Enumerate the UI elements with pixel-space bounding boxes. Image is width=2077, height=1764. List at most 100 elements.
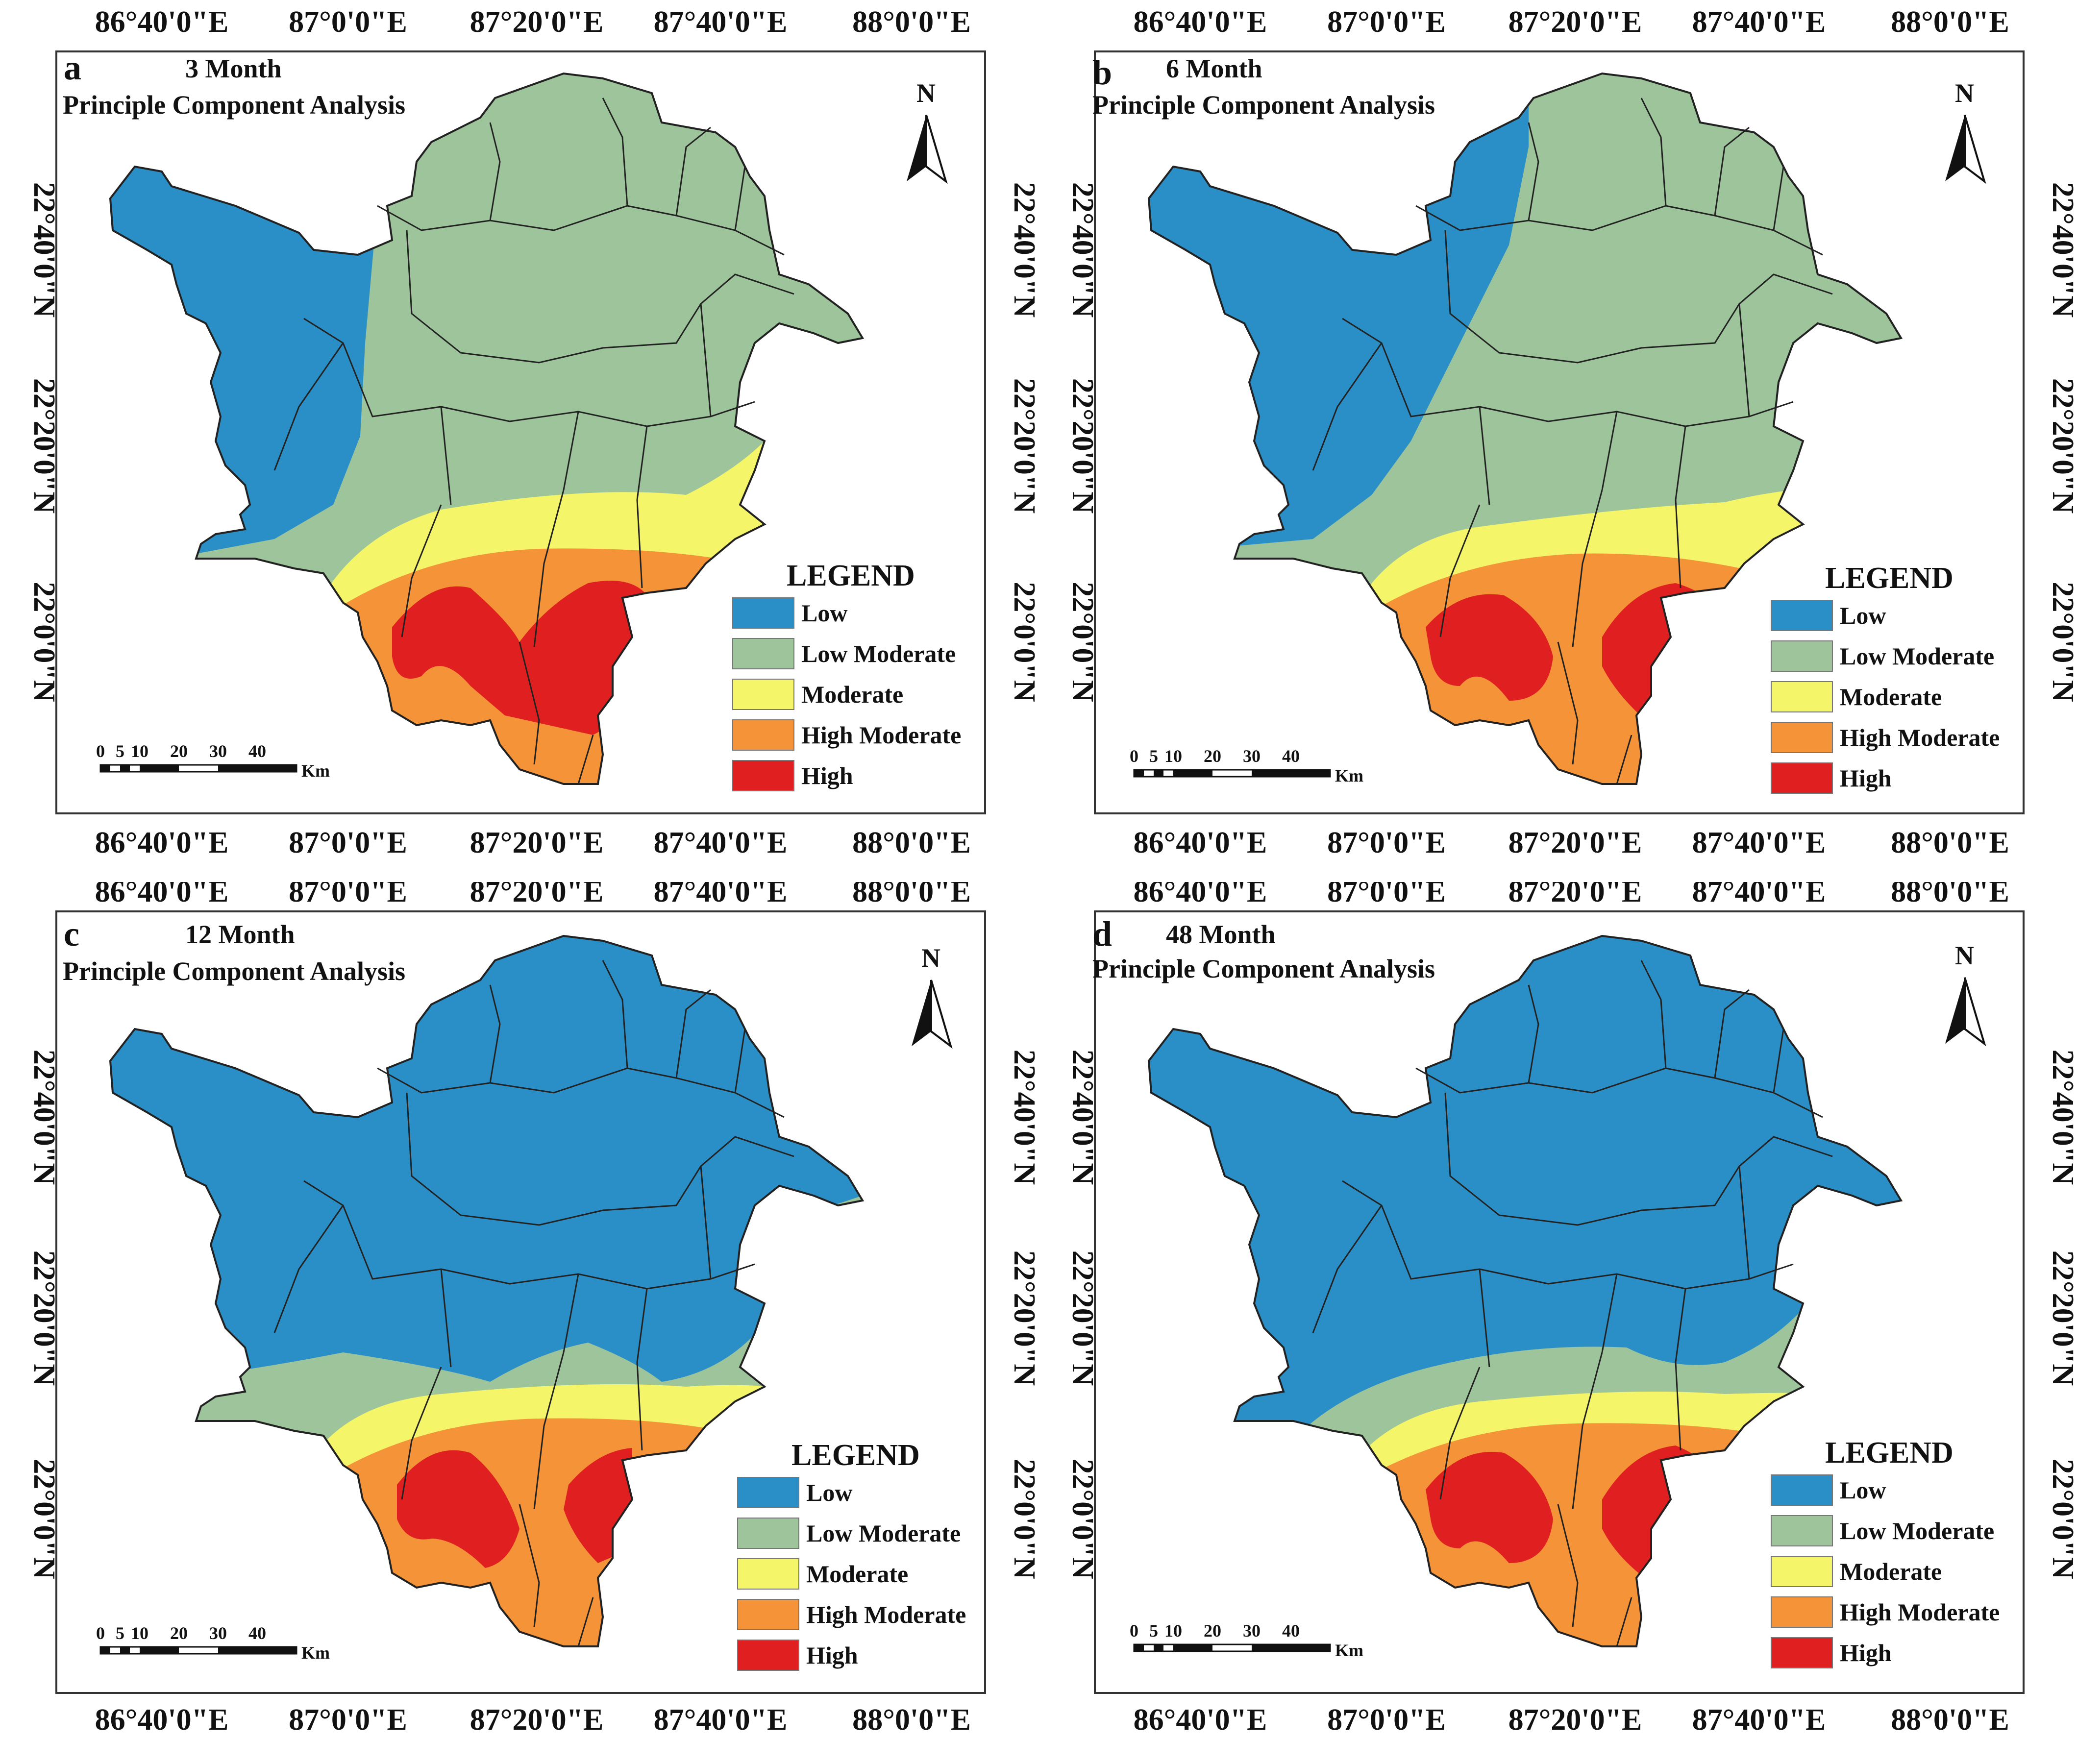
lat-tick-label: 22°20'0"N bbox=[27, 1250, 61, 1386]
scale-tick-label: 40 bbox=[248, 1623, 266, 1643]
lon-tick-label: 87°20'0"E bbox=[470, 882, 604, 908]
legend-label-high: High bbox=[806, 1642, 858, 1669]
lat-tick-label: 22°0'0"N bbox=[2046, 582, 2077, 702]
legend-swatch-high bbox=[737, 1640, 799, 1671]
lon-tick-label: 88°0'0"E bbox=[1891, 826, 2009, 859]
legend-label-moderate: Moderate bbox=[806, 1560, 908, 1588]
panel-period: 6 Month bbox=[1166, 54, 1262, 83]
lat-tick-label: 22°40'0"N bbox=[1008, 1050, 1038, 1185]
lon-tick-label: 87°40'0"E bbox=[1692, 882, 1826, 908]
lon-tick-label: 86°40'0"E bbox=[1134, 882, 1267, 908]
legend-swatch-low-moderate bbox=[1771, 640, 1833, 672]
scale-tick-label: 5 bbox=[1149, 746, 1158, 766]
legend-swatch-low-moderate bbox=[737, 1518, 799, 1549]
block-boundaries bbox=[1312, 98, 1833, 784]
lat-tick-label: 22°40'0"N bbox=[2046, 1050, 2077, 1185]
lon-tick-label: 87°40'0"E bbox=[1692, 5, 1826, 39]
legend-swatch-high-moderate bbox=[1771, 1596, 1833, 1628]
scale-bar-segment bbox=[1252, 770, 1330, 777]
north-label: N bbox=[916, 78, 936, 108]
scale-tick-label: 5 bbox=[1149, 1621, 1158, 1641]
scale-tick-label: 0 bbox=[1130, 746, 1138, 766]
scale-bar-segment bbox=[1173, 770, 1212, 777]
scale-tick-label: 20 bbox=[170, 1623, 188, 1643]
lon-tick-label: 87°20'0"E bbox=[1508, 882, 1642, 908]
lon-tick-label: 87°0'0"E bbox=[1327, 1703, 1446, 1737]
panel-method: Principle Component Analysis bbox=[1092, 90, 1435, 120]
lon-labels-bottom: 86°40'0"E 87°0'0"E 87°20'0"E 87°40'0"E 88°0'… bbox=[1134, 1703, 2009, 1737]
scale-tick-label: 10 bbox=[131, 1623, 148, 1643]
scale-tick-label: 10 bbox=[1164, 1621, 1182, 1641]
lon-tick-label: 87°20'0"E bbox=[470, 5, 604, 39]
lat-labels-left: 22°40'0"N 22°20'0"N 22°0'0"N bbox=[27, 1050, 61, 1579]
map-panel-c: 86°40'0"E 87°0'0"E 87°20'0"E 87°40'0"E 88°0'… bbox=[0, 882, 1038, 1764]
panel-label: b bbox=[1092, 53, 1112, 92]
legend-label-low: Low bbox=[1840, 602, 1886, 629]
scale-bar-segment bbox=[218, 765, 297, 772]
scale-tick-label: 5 bbox=[116, 741, 124, 761]
lat-tick-label: 22°20'0"N bbox=[1066, 1250, 1099, 1386]
legend-swatch-moderate bbox=[732, 679, 794, 710]
panel-method: Principle Component Analysis bbox=[1092, 954, 1435, 983]
legend-label-high-moderate: High Moderate bbox=[801, 721, 961, 749]
panel-period: 3 Month bbox=[185, 54, 282, 83]
north-label: N bbox=[1955, 78, 1974, 108]
lat-labels-left: 22°40'0"N 22°20'0"N 22°0'0"N bbox=[1066, 1050, 1099, 1579]
legend-swatch-low-moderate bbox=[1771, 1515, 1833, 1546]
region-outline bbox=[109, 72, 865, 785]
north-label: N bbox=[921, 943, 940, 973]
scale-tick-label: 30 bbox=[209, 1623, 227, 1643]
scale-tick-label: 10 bbox=[131, 741, 148, 761]
legend: LEGEND Low Low Moderate Moderate High Modera… bbox=[737, 1439, 966, 1671]
lat-labels-left: 22°40'0"N 22°20'0"N 22°0'0"N bbox=[1066, 182, 1099, 702]
scale-bar: 0 5 10 20 30 40 Km bbox=[96, 1623, 330, 1663]
legend-swatch-high bbox=[1771, 762, 1833, 794]
lon-tick-label: 87°40'0"E bbox=[1692, 1703, 1826, 1737]
zone-high bbox=[1426, 1446, 1710, 1583]
lat-labels-right: 22°40'0"N 22°20'0"N 22°0'0"N bbox=[2046, 1050, 2077, 1579]
scale-unit: Km bbox=[301, 761, 330, 781]
legend-swatch-low-moderate bbox=[732, 638, 794, 669]
lat-tick-label: 22°20'0"N bbox=[1008, 1250, 1038, 1386]
panel-label: d bbox=[1092, 914, 1112, 954]
lon-tick-label: 87°40'0"E bbox=[654, 882, 788, 908]
scale-tick-label: 5 bbox=[116, 1623, 124, 1643]
lon-tick-label: 87°20'0"E bbox=[470, 1703, 604, 1737]
legend-swatch-high bbox=[1771, 1637, 1833, 1668]
region-outline bbox=[109, 934, 865, 1647]
scale-bar: 0 5 10 20 30 40 Km bbox=[1130, 746, 1363, 785]
lon-tick-label: 88°0'0"E bbox=[1891, 5, 2009, 39]
legend-label-high-moderate: High Moderate bbox=[806, 1601, 966, 1628]
panel-method: Principle Component Analysis bbox=[63, 90, 405, 120]
legend-swatch-moderate bbox=[1771, 1556, 1833, 1587]
lon-tick-label: 87°20'0"E bbox=[1508, 1703, 1642, 1737]
lat-labels-right: 22°40'0"N 22°20'0"N 22°0'0"N bbox=[2046, 182, 2077, 702]
block-boundaries bbox=[1312, 960, 1833, 1647]
lon-tick-label: 87°40'0"E bbox=[654, 1703, 788, 1737]
legend: LEGEND Low Low Moderate Moderate High Modera… bbox=[1771, 562, 2000, 794]
legend-title: LEGEND bbox=[787, 559, 915, 592]
north-arrow-icon: N bbox=[1945, 78, 1986, 184]
scale-bar-segment bbox=[218, 1647, 297, 1654]
lon-tick-label: 87°0'0"E bbox=[289, 826, 407, 859]
scale-tick-label: 0 bbox=[1130, 1621, 1138, 1641]
lat-tick-label: 22°20'0"N bbox=[1066, 378, 1099, 514]
legend-label-moderate: Moderate bbox=[1840, 683, 1942, 710]
north-arrow-icon: N bbox=[1945, 941, 1986, 1047]
lon-tick-label: 88°0'0"E bbox=[852, 826, 971, 859]
legend-label-low-moderate: Low Moderate bbox=[806, 1519, 961, 1547]
scale-tick-label: 40 bbox=[1282, 746, 1300, 766]
lon-tick-label: 87°0'0"E bbox=[1327, 826, 1446, 859]
legend-title: LEGEND bbox=[1825, 562, 1953, 595]
lat-tick-label: 22°0'0"N bbox=[27, 1459, 61, 1579]
scale-bar-segment bbox=[1154, 770, 1163, 777]
panel-period: 48 Month bbox=[1166, 920, 1276, 949]
scale-tick-label: 30 bbox=[209, 741, 227, 761]
legend-label-moderate: Moderate bbox=[801, 681, 903, 708]
legend-swatch-low bbox=[732, 597, 794, 629]
lon-labels-top: 86°40'0"E 87°0'0"E 87°20'0"E 87°40'0"E 88°0'… bbox=[95, 5, 971, 39]
legend-label-low-moderate: Low Moderate bbox=[1840, 1517, 1994, 1544]
legend-label-low: Low bbox=[801, 599, 847, 627]
scale-unit: Km bbox=[301, 1643, 330, 1663]
scale-bar-segment bbox=[120, 765, 130, 772]
